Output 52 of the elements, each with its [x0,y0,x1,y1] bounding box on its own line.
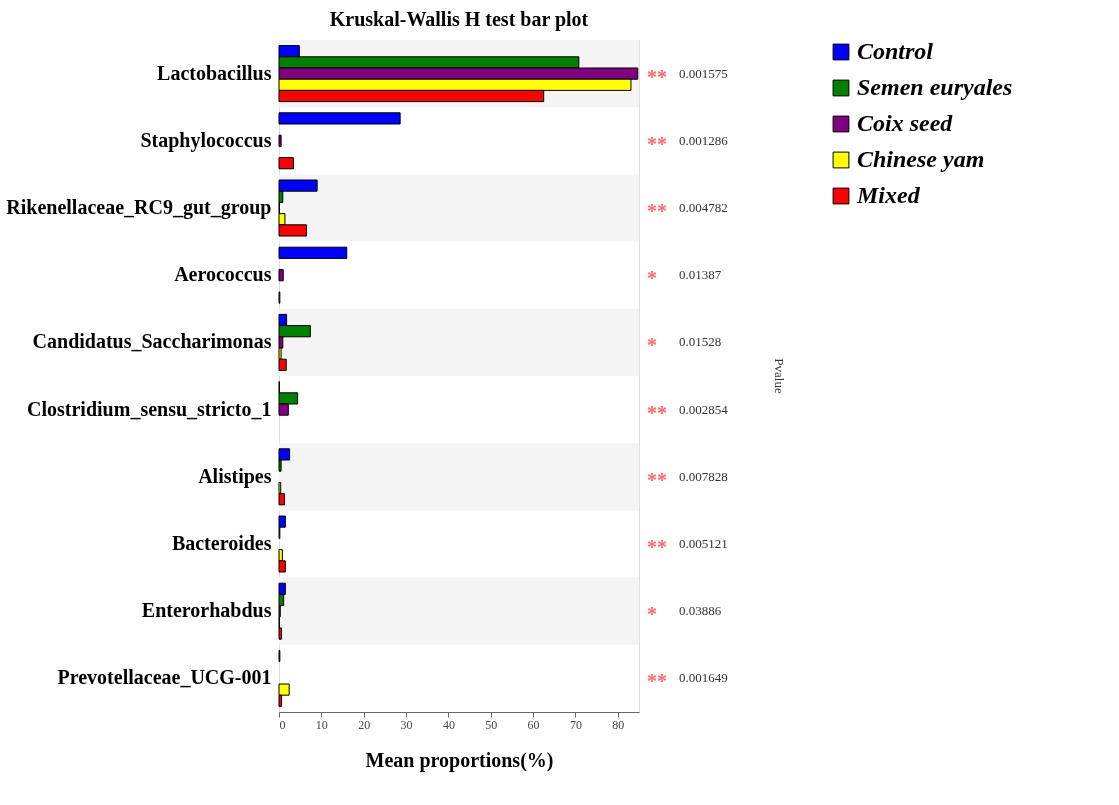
y-tick-label: Staphylococcus [140,128,272,152]
text: 0.007828 [679,468,728,484]
y-tick-label: Clostridium_sensu_stricto_1 [27,397,272,420]
y-tick-label: Lactobacillus [157,61,272,84]
x-tick-label: 70 [569,717,582,732]
bar [278,134,282,147]
x-tick-label: 30 [400,717,413,732]
text: ** [647,468,667,491]
text: 0.004782 [679,200,728,215]
text: ** [647,132,667,155]
bar [278,246,348,259]
x-tick-label: 20 [358,717,371,732]
text: ** [647,401,667,424]
chart-title: Kruskal-Wallis H test bar plot [329,8,589,31]
text: ** [647,200,667,222]
y-tick-label: Prevotellaceae_UCG-001 [57,666,272,689]
x-tick-label: 10 [315,717,328,732]
legend-label: Mixed [856,182,921,208]
x-tick-label: 80 [612,717,625,732]
x-tick-label: 50 [485,717,498,732]
text: 0.001575 [679,65,728,81]
legend-label: Coix seed [857,110,954,136]
text: 0.001649 [679,670,728,686]
text: ** [647,670,667,693]
x-tick-label: 40 [442,717,455,732]
y-tick-label: Alistipes [198,464,272,488]
y-tick-label: Bacteroides [171,532,272,554]
x-tick-label: 60 [527,717,540,732]
y-tick-label: Enterorhabdus [141,599,272,622]
text: * [647,334,657,357]
text: 0.002854 [679,401,729,417]
text: 0.01387 [679,267,722,283]
text: ** [647,65,667,88]
legend-label: Chinese yam [857,146,985,172]
text: Pvalue [772,358,787,394]
legend-label: Semen euryales [857,74,1013,100]
bar [278,112,401,125]
text: ** [647,536,667,558]
bar [278,269,284,282]
x-axis-title: Mean proportions(%) [365,748,554,772]
text: * [647,267,657,290]
y-tick-label: Aerococcus [174,263,272,286]
bar [278,157,294,170]
text: 0.03886 [679,603,722,619]
text: 0.005121 [679,536,728,551]
y-tick-label: Rikenellaceae_RC9_gut_group [6,196,272,219]
y-tick-label: Candidatus_Saccharimonas [32,330,272,353]
x-tick-label: 0 [279,717,286,732]
text: 0.01528 [679,334,722,350]
text: 0.001286 [679,132,729,148]
legend-label: Control [857,38,934,64]
text: * [647,603,657,626]
